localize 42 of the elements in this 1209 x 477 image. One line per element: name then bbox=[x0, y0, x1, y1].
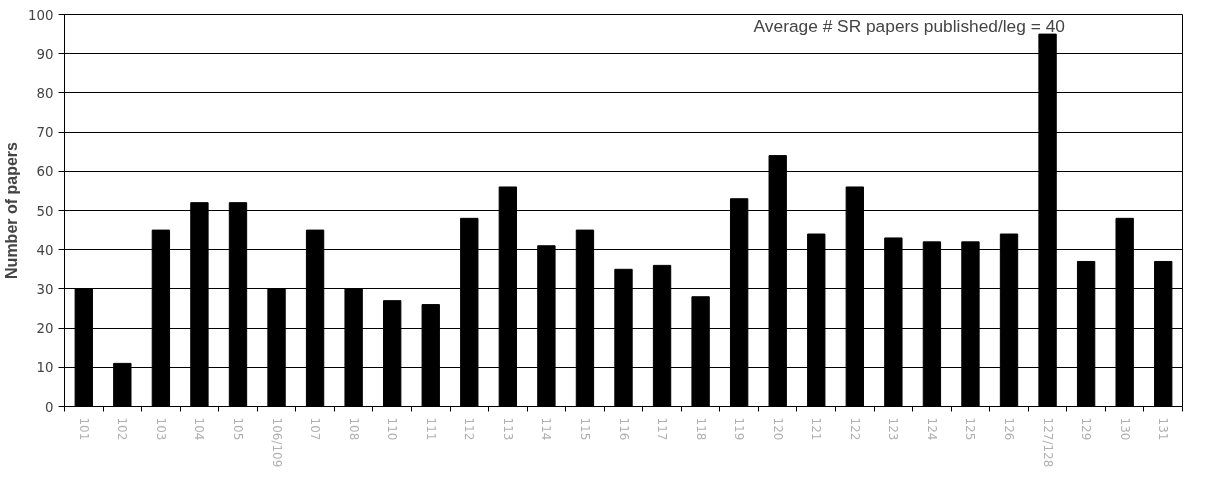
x-tick-label: 123 bbox=[886, 417, 901, 441]
x-tick-label: 111 bbox=[423, 417, 438, 441]
x-tick-label: 104 bbox=[192, 417, 207, 441]
x-tick-label: 127/128 bbox=[1040, 417, 1055, 468]
x-tick-label: 116 bbox=[616, 417, 631, 441]
annotation: Average # SR papers published/leg = 40 bbox=[753, 16, 1065, 37]
x-tick-label: 120 bbox=[770, 417, 785, 441]
x-tick-label: 107 bbox=[308, 417, 323, 441]
y-tick-label: 20 bbox=[36, 321, 54, 337]
x-tick-label: 112 bbox=[462, 417, 477, 441]
x-tick-label: 121 bbox=[809, 417, 824, 441]
y-tick-label: 0 bbox=[45, 399, 54, 415]
y-tick-label: 10 bbox=[36, 360, 54, 376]
y-tick-label: 70 bbox=[36, 125, 54, 141]
x-tick-label: 117 bbox=[655, 417, 670, 441]
y-tick-label: 50 bbox=[36, 203, 54, 219]
y-tick-label: 100 bbox=[28, 7, 54, 23]
y-tick-label: 40 bbox=[36, 242, 54, 258]
y-tick-label: 30 bbox=[36, 281, 54, 297]
x-tick-label: 124 bbox=[924, 417, 939, 441]
x-tick-label: 114 bbox=[539, 417, 554, 441]
y-tick-label: 60 bbox=[36, 164, 54, 180]
y-tick-label: 80 bbox=[36, 85, 54, 101]
y-tick-label: 90 bbox=[36, 46, 54, 62]
x-tick-label: 108 bbox=[346, 417, 361, 441]
x-tick-label: 105 bbox=[230, 417, 245, 441]
x-tick-label: 110 bbox=[385, 417, 400, 441]
x-tick-label: 101 bbox=[76, 417, 91, 441]
x-tick-label: 131 bbox=[1156, 417, 1171, 441]
x-tick-label: 125 bbox=[963, 417, 978, 441]
x-tick-label: 113 bbox=[500, 417, 515, 441]
y-axis-title: Number of papers bbox=[3, 141, 21, 279]
x-tick-label: 126 bbox=[1002, 417, 1017, 441]
x-tick-label: 129 bbox=[1079, 417, 1094, 441]
x-tick-label: 118 bbox=[693, 417, 708, 441]
x-tick-label: 102 bbox=[115, 417, 130, 441]
x-tick-label: 106/109 bbox=[269, 417, 284, 468]
x-tick-label: 119 bbox=[732, 417, 747, 441]
x-tick-label: 130 bbox=[1117, 417, 1132, 441]
x-tick-label: 122 bbox=[847, 417, 862, 441]
x-tick-label: 115 bbox=[577, 417, 592, 441]
x-tick-label: 103 bbox=[153, 417, 168, 441]
